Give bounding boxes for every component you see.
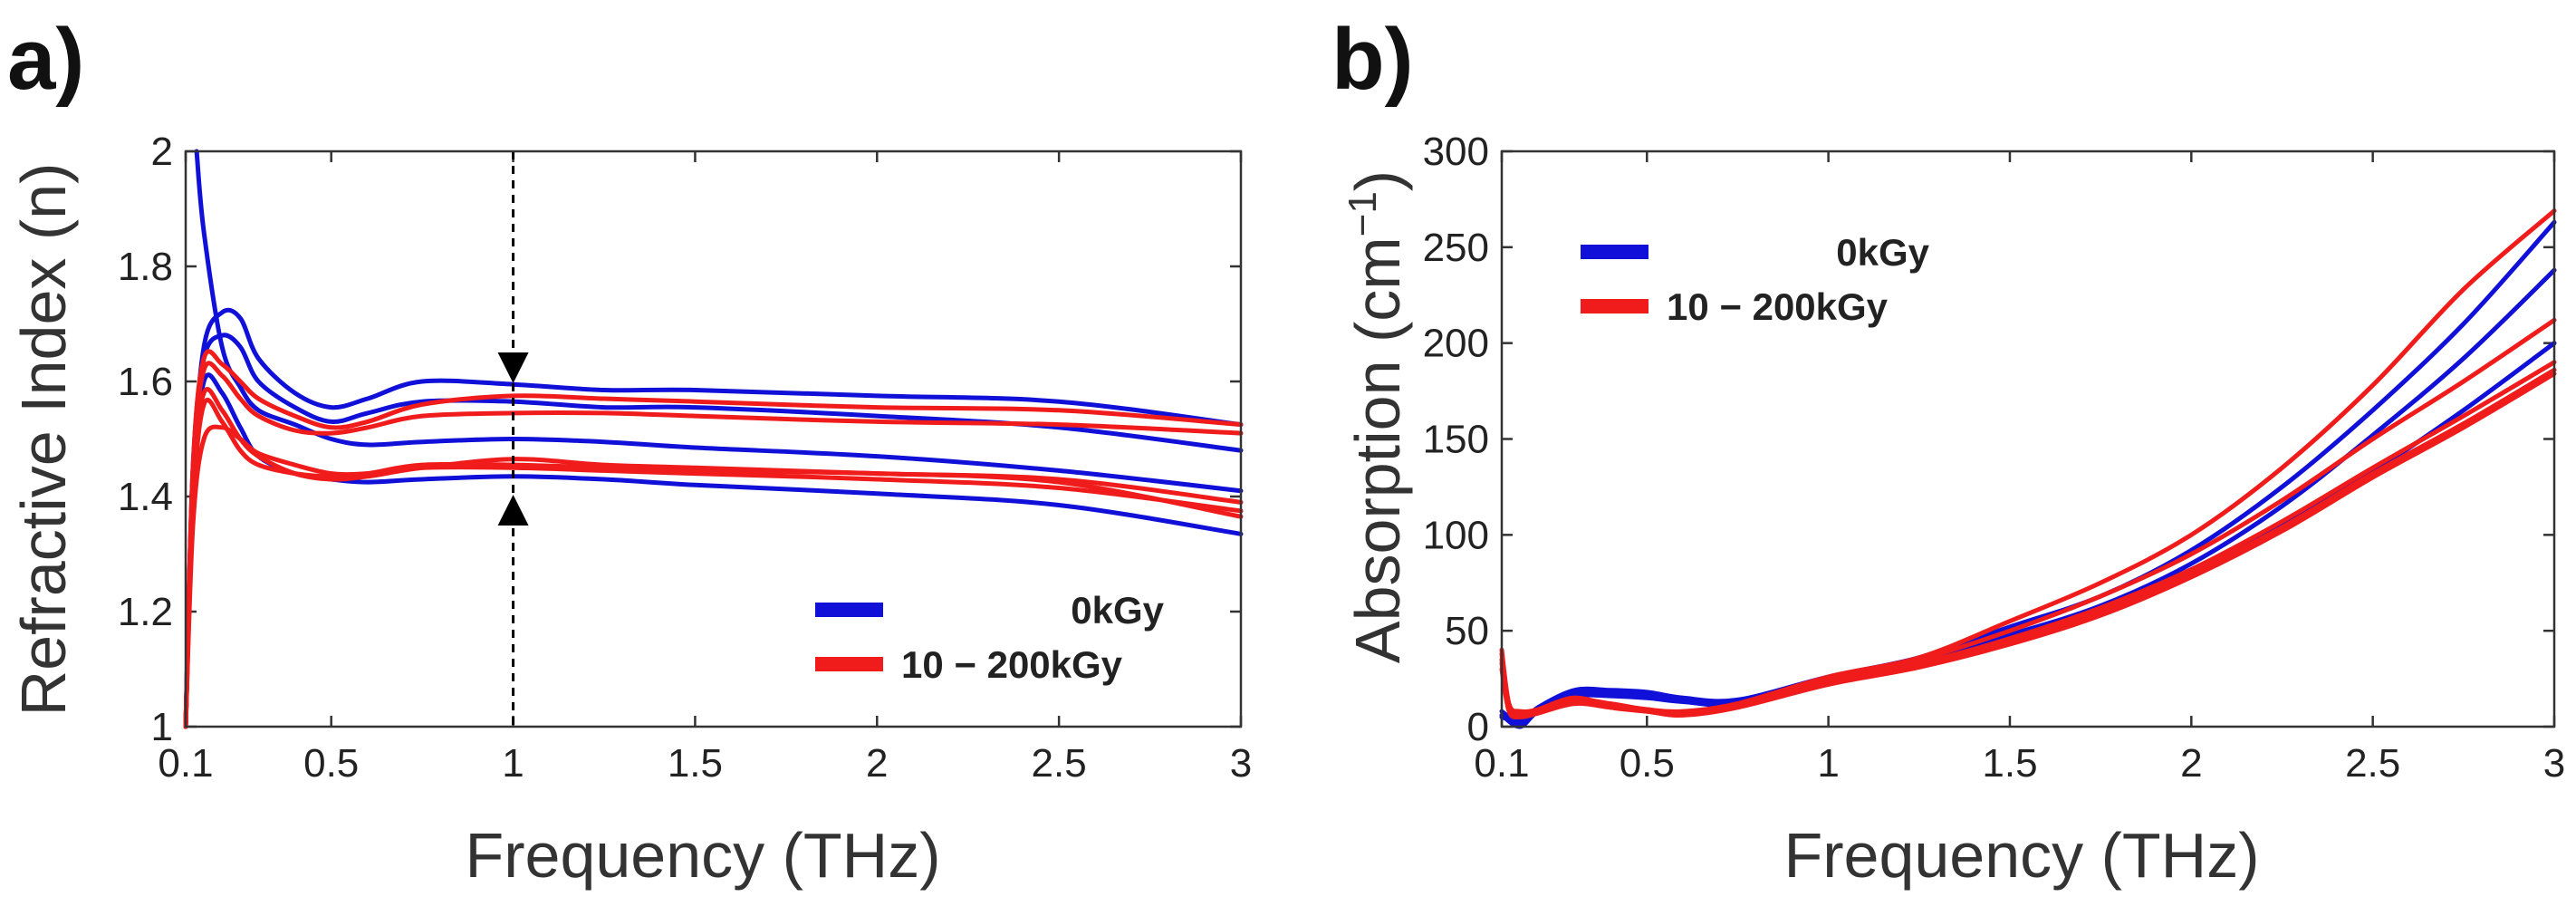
x-tick-label: 1.5: [1982, 741, 2037, 786]
series-line-irradiated-1: [183, 349, 1244, 729]
panel-a: a) Refractive Index (n) Frequency (THz) …: [7, 11, 1252, 891]
y-tick-label: 100: [1423, 513, 1489, 557]
y-tick-label: 2: [151, 130, 173, 174]
y-tick-label: 1.4: [118, 475, 173, 519]
y-tick-label: 1.6: [118, 360, 173, 404]
series-line-0kGy-3: [1499, 341, 2557, 724]
panel-b-legend: 0kGy 10 − 200kGy: [1581, 231, 1930, 328]
y-tick-label: 150: [1423, 418, 1489, 462]
y-tick-label: 1: [151, 705, 173, 749]
y-tick-label: 0: [1467, 705, 1489, 749]
panel-b-ticks: 0.1 0.5 1 1.5 2 2.5 3 0 50 100 150 200 250 300: [1423, 130, 2566, 786]
y-tick-label: 300: [1423, 130, 1489, 174]
panel-a-legend: 0kGy 10 − 200kGy: [815, 589, 1165, 686]
series-line-0kGy-3: [194, 149, 1244, 494]
series-line-irradiated-2: [1499, 317, 2557, 718]
x-tick-label: 1: [1817, 741, 1839, 786]
series-line-0kGy-4: [183, 372, 1244, 729]
series-line-0kGy-1: [1499, 219, 2557, 726]
y-tick-label: 1.8: [118, 245, 173, 289]
legend-label-0kgy: 0kGy: [1071, 589, 1164, 632]
panel-a-y-axis-title: Refractive Index (n): [8, 163, 79, 717]
x-tick-label: 0.5: [1620, 741, 1675, 786]
panel-a-plot-frame: [184, 150, 1243, 728]
series-line-irradiated-5: [183, 424, 1244, 729]
panel-b-x-axis-title: Frequency (THz): [1783, 820, 2259, 891]
y-tick-label: 200: [1423, 322, 1489, 366]
y-tick-label: 1.2: [118, 590, 173, 634]
x-tick-label: 1.5: [668, 741, 723, 786]
panel-a-x-axis-title: Frequency (THz): [465, 820, 940, 891]
x-tick-label: 3: [2543, 741, 2565, 786]
panel-a-ticks: 0.1 0.5 1 1.5 2 2.5 3 1 1.2 1.4 1.6 1.8 2: [118, 130, 1252, 786]
series-line-irradiated-5: [1499, 371, 2557, 720]
x-tick-label: 0.1: [158, 741, 213, 786]
series-line-irradiated-2: [183, 361, 1244, 729]
series-line-0kGy-2: [1499, 267, 2557, 729]
x-tick-label: 3: [1230, 741, 1252, 786]
x-tick-label: 2.5: [1032, 741, 1087, 786]
x-tick-label: 0.5: [303, 741, 359, 786]
legend-label-0kgy: 0kGy: [1836, 231, 1929, 274]
panel-b-plot-frame: [1500, 150, 2556, 728]
panel-b-label: b): [1331, 11, 1414, 108]
panel-b-series: [1499, 208, 2557, 729]
series-line-0kGy-1: [183, 307, 1244, 729]
arrow-down-marker: [497, 352, 529, 383]
panel-a-series: [183, 149, 1244, 729]
panel-b: b) Absorption (cm−1) Frequency (THz) 0.1…: [1331, 11, 2565, 891]
legend-label-irradiated: 10 − 200kGy: [901, 643, 1123, 686]
x-tick-label: 0.1: [1474, 741, 1529, 786]
legend-label-irradiated: 10 − 200kGy: [1667, 285, 1889, 328]
y-tick-label: 250: [1423, 226, 1489, 270]
panel-a-annotation: [497, 151, 529, 727]
panel-b-y-axis-title: Absorption (cm−1): [1341, 170, 1413, 663]
x-tick-label: 2: [2180, 741, 2202, 786]
x-tick-label: 2.5: [2345, 741, 2400, 786]
panel-a-label: a): [7, 11, 84, 108]
x-tick-label: 1: [502, 741, 524, 786]
y-tick-label: 50: [1445, 609, 1489, 653]
arrow-up-marker: [497, 495, 529, 526]
x-tick-label: 2: [866, 741, 888, 786]
